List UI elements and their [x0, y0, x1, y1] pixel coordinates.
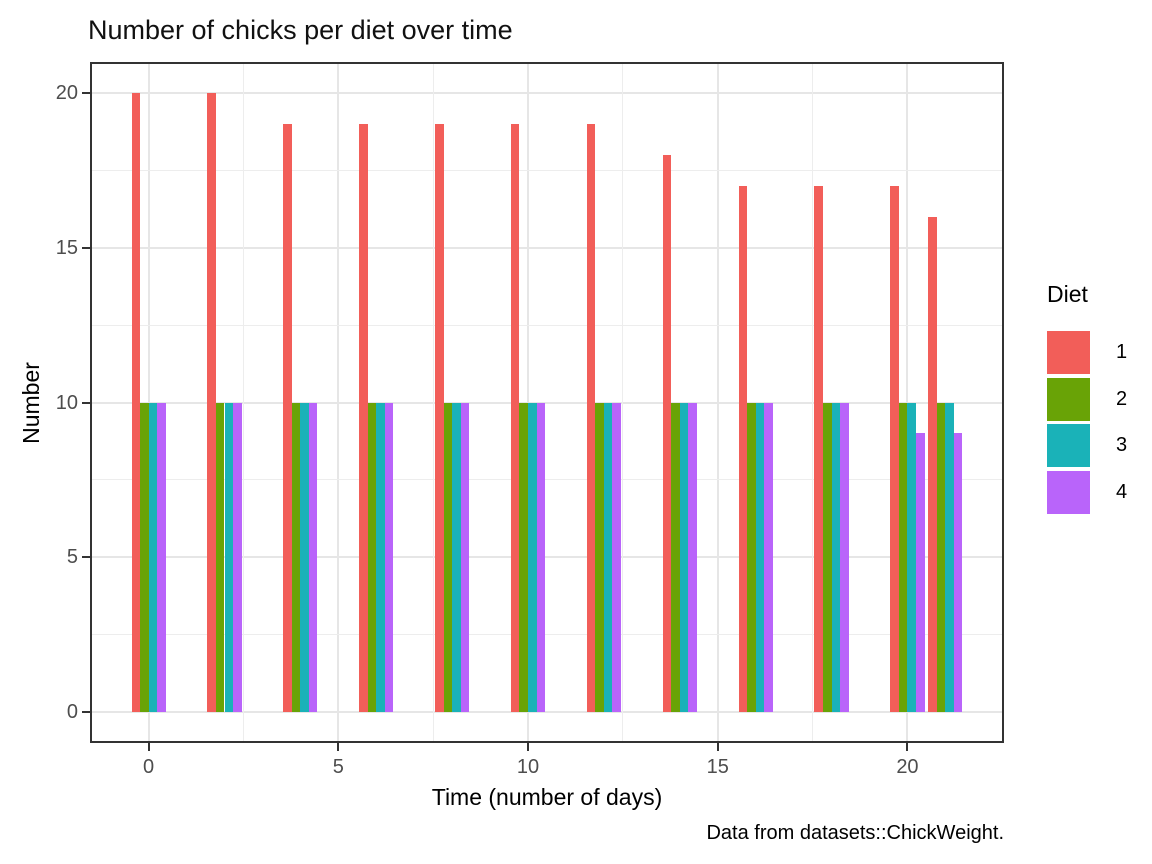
legend-key-diet4: [1047, 470, 1090, 514]
y-tick-mark: [82, 246, 90, 249]
bar-diet3-day0: [148, 402, 158, 713]
gridline-major-y: [90, 91, 1004, 94]
gridline-major-y: [90, 401, 1004, 404]
legend-label-diet2: 2: [1116, 387, 1128, 410]
bar-diet3-day12: [603, 402, 613, 713]
bar-diet1-day4: [283, 123, 292, 713]
x-axis-title: Time (number of days): [431, 784, 663, 810]
bar-diet4-day4: [308, 402, 318, 713]
bar-diet4-day8: [460, 402, 470, 713]
gridline-minor-y: [90, 479, 1004, 481]
y-axis-title: Number: [18, 362, 44, 444]
legend-key-diet1: [1047, 331, 1090, 374]
bar-diet3-day2: [224, 402, 234, 713]
bar-diet3-day20: [907, 402, 916, 713]
bar-diet4-day16: [764, 402, 773, 713]
y-tick-mark: [82, 711, 90, 714]
bar-diet2-day2: [215, 402, 225, 713]
x-tick-mark: [716, 743, 719, 751]
bar-diet4-day10: [536, 402, 546, 713]
gridline-major-y: [90, 246, 1004, 249]
bar-diet4-day20: [915, 433, 925, 713]
bar-diet2-day20: [898, 402, 908, 713]
legend-title: Diet: [1047, 281, 1088, 307]
gridline-minor-y: [90, 324, 1004, 326]
bar-diet1-day20: [890, 185, 899, 713]
gridline-minor-y: [90, 169, 1004, 171]
bar-diet4-day14: [688, 402, 697, 713]
bar-diet2-day8: [443, 402, 453, 713]
bar-diet2-day10: [519, 402, 529, 713]
bar-diet4-day6: [384, 402, 394, 713]
bar-diet2-day6: [367, 402, 377, 713]
x-tick-mark: [906, 743, 909, 751]
bar-diet1-day2: [207, 92, 216, 713]
bar-diet1-day14: [662, 154, 672, 713]
bar-diet1-day12: [586, 123, 596, 713]
chart-title: Number of chicks per diet over time: [88, 15, 513, 45]
x-tick-label: 5: [332, 756, 344, 778]
bar-diet1-day6: [359, 123, 368, 713]
bar-diet1-day0: [131, 92, 141, 713]
bar-diet1-day18: [814, 185, 824, 713]
gridline-minor-x: [812, 62, 814, 743]
bar-diet3-day14: [679, 402, 689, 713]
bar-diet2-day14: [671, 402, 680, 713]
plot-panel: [90, 62, 1004, 743]
x-tick-label: 15: [706, 756, 729, 778]
bar-diet3-day6: [376, 402, 385, 713]
bar-diet3-day8: [452, 402, 461, 713]
gridline-major-y: [90, 711, 1004, 714]
gridline-minor-x: [622, 62, 624, 743]
chart-caption: Data from datasets::ChickWeight.: [706, 822, 1004, 844]
bar-diet3-day4: [300, 402, 309, 713]
x-tick-mark: [337, 743, 340, 751]
gridline-minor-y: [90, 634, 1004, 636]
bar-diet4-day12: [612, 402, 621, 713]
x-tick-mark: [147, 743, 150, 751]
bar-diet2-day21: [936, 402, 946, 713]
bar-diet1-day21: [928, 216, 937, 713]
y-tick-label: 0: [66, 701, 78, 724]
y-tick-label: 20: [55, 81, 78, 104]
y-tick-label: 15: [55, 236, 78, 259]
bar-diet1-day10: [510, 123, 520, 713]
bar-diet4-day0: [157, 402, 166, 713]
bar-diet3-day16: [755, 402, 765, 713]
legend-key-diet3: [1047, 424, 1090, 467]
y-tick-mark: [82, 401, 90, 404]
y-tick-label: 5: [66, 546, 78, 569]
bar-diet3-day21: [945, 402, 954, 713]
legend-label-diet4: 4: [1116, 480, 1128, 503]
x-tick-label: 10: [516, 756, 540, 778]
legend-label-diet1: 1: [1116, 341, 1128, 363]
bar-diet3-day10: [528, 402, 537, 713]
bar-diet2-day4: [291, 402, 301, 713]
gridline-major-y: [90, 556, 1004, 559]
x-tick-label: 0: [143, 756, 155, 778]
legend-key-diet2: [1047, 377, 1090, 421]
x-tick-label: 20: [896, 756, 919, 778]
bar-diet4-day21: [953, 433, 963, 713]
bar-diet2-day0: [140, 402, 149, 713]
bar-diet1-day8: [435, 123, 444, 713]
bar-diet2-day16: [747, 402, 756, 713]
legend-label-diet3: 3: [1116, 434, 1128, 456]
y-tick-mark: [82, 91, 90, 94]
y-tick-mark: [82, 556, 90, 559]
bar-diet2-day18: [823, 402, 832, 713]
y-tick-label: 10: [55, 391, 78, 414]
bar-diet3-day18: [831, 402, 841, 713]
bar-diet4-day18: [840, 402, 849, 713]
bar-diet4-day2: [233, 402, 242, 713]
x-tick-mark: [527, 743, 530, 751]
gridline-minor-x: [242, 62, 244, 743]
gridline-minor-x: [432, 62, 434, 743]
bar-diet1-day16: [738, 185, 748, 713]
bar-diet2-day12: [595, 402, 604, 713]
